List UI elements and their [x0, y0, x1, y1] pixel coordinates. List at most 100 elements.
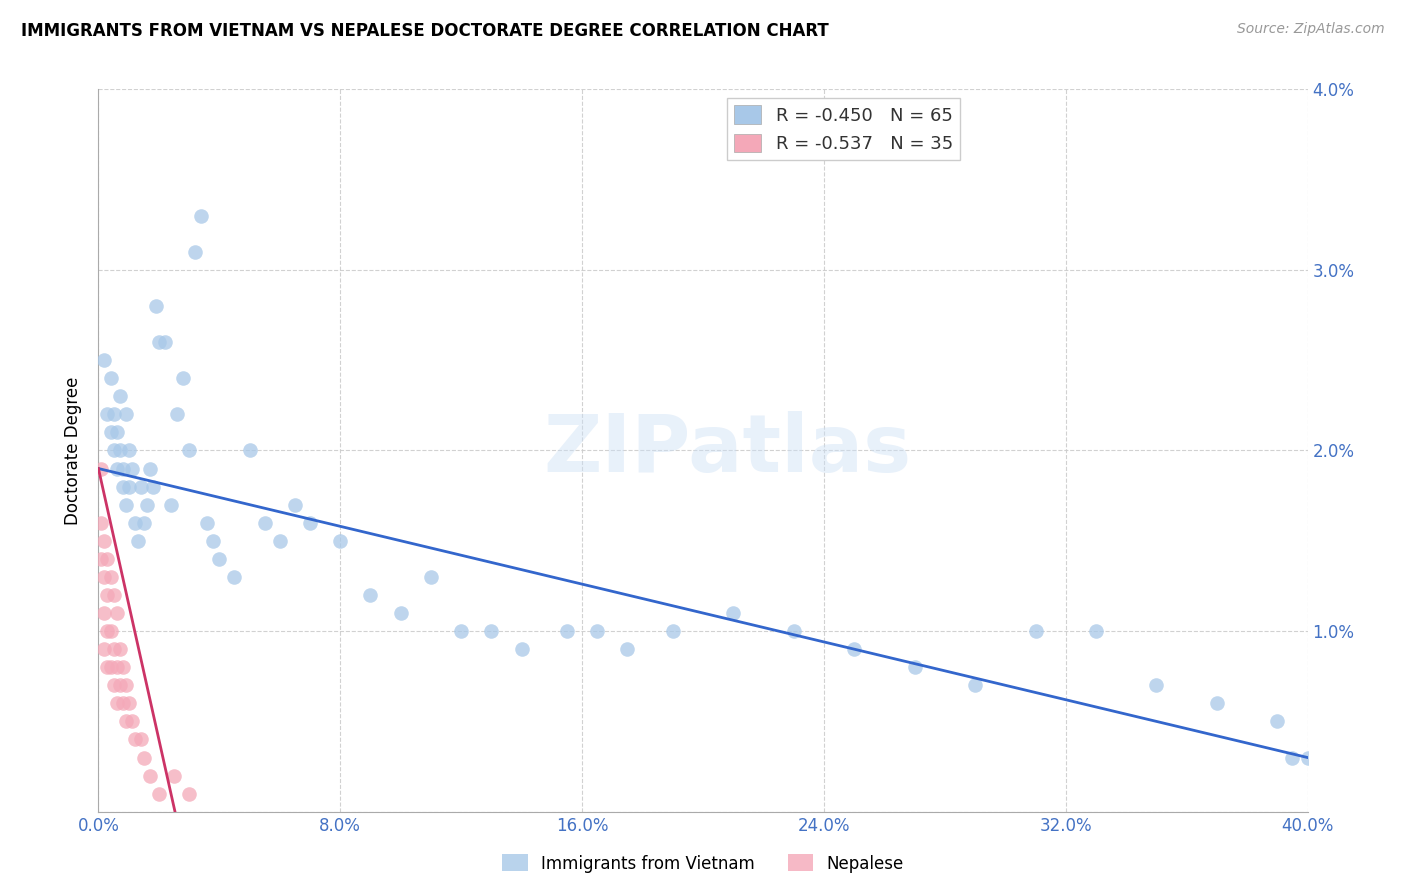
Point [284, 498, 307, 512]
Point [93, 570, 115, 584]
Point [166, 407, 188, 421]
Point [208, 551, 231, 566]
Point [96, 660, 118, 674]
Point [103, 678, 125, 692]
Point [124, 516, 146, 530]
Point [195, 516, 218, 530]
Point [1296, 750, 1319, 764]
Point [148, 334, 170, 349]
Point [965, 678, 987, 692]
Point [105, 461, 128, 475]
Point [103, 588, 125, 602]
Point [124, 732, 146, 747]
Point [100, 624, 122, 639]
Point [90, 551, 112, 566]
Point [105, 660, 128, 674]
Legend: R = -0.450   N = 65, R = -0.537   N = 35: R = -0.450 N = 65, R = -0.537 N = 35 [727, 98, 960, 161]
Point [153, 334, 176, 349]
Point [1206, 696, 1229, 710]
Point [111, 461, 134, 475]
Point [118, 443, 141, 458]
Point [108, 678, 131, 692]
Point [93, 533, 115, 548]
Point [299, 516, 322, 530]
Point [114, 498, 136, 512]
Legend: Immigrants from Vietnam, Nepalese: Immigrants from Vietnam, Nepalese [496, 847, 910, 880]
Point [1144, 678, 1167, 692]
Point [148, 787, 170, 801]
Point [510, 642, 533, 657]
Point [202, 533, 225, 548]
Point [190, 209, 212, 223]
Point [105, 425, 128, 440]
Point [93, 606, 115, 620]
Point [96, 407, 118, 421]
Point [96, 551, 118, 566]
Point [103, 407, 125, 421]
Point [616, 642, 638, 657]
Text: ZIPatlas: ZIPatlas [543, 411, 911, 490]
Point [111, 660, 134, 674]
Point [586, 624, 609, 639]
Point [105, 696, 128, 710]
Point [172, 371, 194, 385]
Point [844, 642, 866, 657]
Y-axis label: Doctorate Degree: Doctorate Degree [65, 376, 83, 524]
Point [111, 696, 134, 710]
Point [121, 461, 143, 475]
Point [184, 244, 207, 259]
Point [160, 498, 183, 512]
Point [555, 624, 578, 639]
Point [139, 769, 162, 783]
Point [389, 606, 412, 620]
Point [135, 498, 157, 512]
Point [360, 588, 382, 602]
Point [1024, 624, 1046, 639]
Point [904, 660, 927, 674]
Point [114, 678, 136, 692]
Point [269, 533, 291, 548]
Point [129, 732, 152, 747]
Point [108, 389, 131, 403]
Point [93, 353, 115, 368]
Point [1267, 714, 1289, 729]
Point [329, 533, 352, 548]
Point [132, 516, 155, 530]
Point [163, 769, 186, 783]
Point [239, 443, 262, 458]
Point [114, 407, 136, 421]
Point [481, 624, 503, 639]
Point [103, 642, 125, 657]
Point [111, 480, 134, 494]
Point [100, 371, 122, 385]
Point [118, 696, 141, 710]
Point [179, 787, 201, 801]
Point [90, 461, 112, 475]
Point [90, 516, 112, 530]
Point [108, 443, 131, 458]
Point [127, 533, 149, 548]
Point [100, 660, 122, 674]
Point [142, 480, 165, 494]
Point [105, 606, 128, 620]
Point [224, 570, 246, 584]
Point [783, 624, 806, 639]
Point [129, 480, 152, 494]
Point [118, 480, 141, 494]
Point [179, 443, 201, 458]
Point [103, 443, 125, 458]
Text: IMMIGRANTS FROM VIETNAM VS NEPALESE DOCTORATE DEGREE CORRELATION CHART: IMMIGRANTS FROM VIETNAM VS NEPALESE DOCT… [21, 22, 830, 40]
Point [1281, 750, 1303, 764]
Point [139, 461, 162, 475]
Point [121, 714, 143, 729]
Point [100, 570, 122, 584]
Point [145, 299, 167, 313]
Point [723, 606, 745, 620]
Point [661, 624, 683, 639]
Point [132, 750, 155, 764]
Point [420, 570, 443, 584]
Point [108, 642, 131, 657]
Point [253, 516, 276, 530]
Text: Source: ZipAtlas.com: Source: ZipAtlas.com [1237, 22, 1385, 37]
Point [114, 714, 136, 729]
